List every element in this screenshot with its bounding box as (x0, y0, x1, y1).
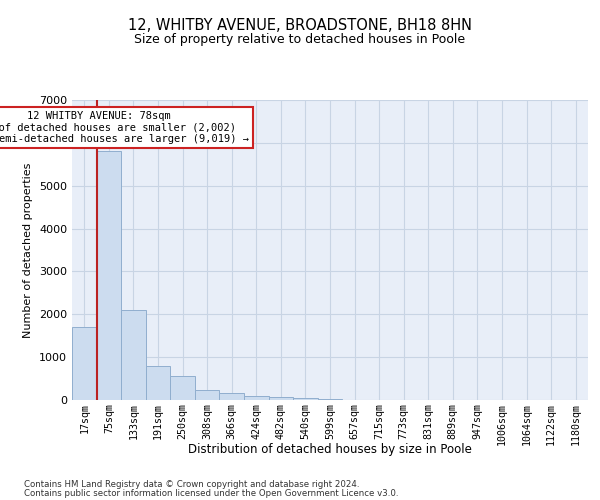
Text: 12 WHITBY AVENUE: 78sqm
← 18% of detached houses are smaller (2,002)
81% of semi: 12 WHITBY AVENUE: 78sqm ← 18% of detache… (0, 110, 248, 144)
Bar (97, 152, 121, 400)
Bar (269, 397, 293, 400)
Text: 12, WHITBY AVENUE, BROADSTONE, BH18 8HN: 12, WHITBY AVENUE, BROADSTONE, BH18 8HN (128, 18, 472, 32)
Bar (244, 396, 269, 400)
Text: Distribution of detached houses by size in Poole: Distribution of detached houses by size … (188, 442, 472, 456)
Bar (170, 376, 195, 400)
Bar (293, 398, 318, 400)
Bar (121, 310, 146, 400)
Bar (318, 399, 342, 400)
Text: Contains public sector information licensed under the Open Government Licence v3: Contains public sector information licen… (24, 489, 398, 498)
Bar (146, 366, 170, 400)
Bar (220, 392, 244, 400)
Bar (195, 390, 220, 400)
Bar (72, 327, 97, 400)
Text: Size of property relative to detached houses in Poole: Size of property relative to detached ho… (134, 32, 466, 46)
Y-axis label: Number of detached properties: Number of detached properties (23, 162, 34, 338)
Text: Contains HM Land Registry data © Crown copyright and database right 2024.: Contains HM Land Registry data © Crown c… (24, 480, 359, 489)
